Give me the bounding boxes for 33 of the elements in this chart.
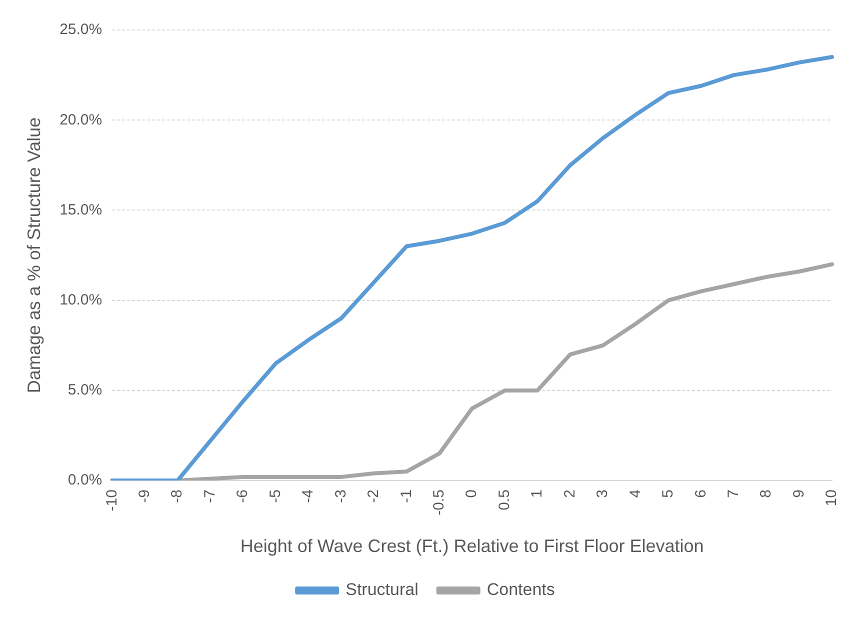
legend-label: Contents	[486, 580, 555, 600]
x-tick-label: 10	[823, 490, 840, 506]
x-tick-label: 0	[463, 490, 480, 498]
x-tick-label: -7	[201, 490, 218, 503]
x-tick-label: 5	[660, 490, 677, 498]
y-tick-label: 25.0%	[60, 21, 102, 38]
x-axis-title: Height of Wave Crest (Ft.) Relative to First Floor Elevation	[240, 536, 704, 556]
y-tick-label: 0.0%	[68, 472, 102, 489]
y-tick-label: 15.0%	[60, 201, 102, 218]
x-tick-label: -2	[365, 490, 382, 503]
x-tick-label: -8	[168, 490, 186, 503]
x-tick-label: 6	[692, 490, 710, 498]
x-tick-label: -1	[398, 490, 415, 503]
x-tick-label: -3	[332, 490, 350, 503]
y-tick-label: 5.0%	[68, 382, 102, 399]
x-tick-label: -6	[234, 490, 252, 503]
y-axis-title: Damage as a % of Structure Value	[24, 117, 44, 394]
x-tick-label: -10	[103, 490, 120, 512]
x-tick-label: 8	[758, 490, 775, 498]
y-tick-label: 10.0%	[60, 291, 102, 308]
x-tick-label: -4	[300, 490, 317, 503]
x-tick-label: 2	[561, 490, 578, 498]
x-tick-label: -0.5	[430, 490, 448, 516]
y-tick-label: 20.0%	[60, 111, 102, 128]
x-tick-label: 4	[626, 490, 644, 498]
x-tick-label: 0.5	[496, 490, 513, 510]
x-tick-label: 9	[790, 490, 808, 498]
x-tick-label: -5	[266, 490, 284, 503]
x-tick-label: 1	[528, 490, 546, 498]
x-tick-label: 3	[594, 490, 612, 498]
x-tick-label: 7	[724, 490, 742, 498]
legend-label: Structural	[346, 580, 418, 600]
x-tick-label: -9	[136, 490, 153, 503]
